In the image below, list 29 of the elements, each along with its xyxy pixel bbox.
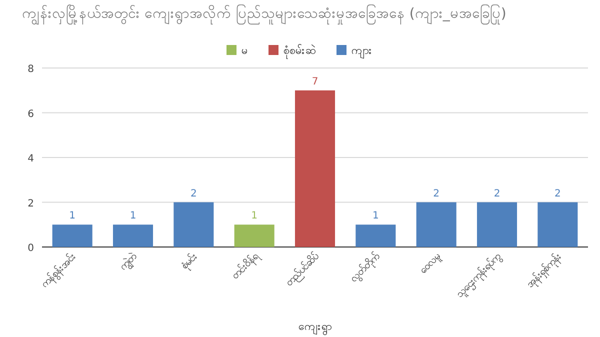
data-label: 7 — [312, 76, 318, 88]
data-label: 2 — [554, 188, 561, 200]
chart-title: ကျွန်းလှမြို့နယ်အတွင်း ကျေးရွာအလိုက် ပြည်သူများသေဆုံးမှုအခြေအနေ (ကျား_မအခြေပြု) — [22, 5, 506, 25]
y-tick-label: 6 — [28, 108, 34, 120]
legend-label: စုံစမ်းဆဲ — [284, 44, 316, 59]
bar — [174, 202, 214, 247]
y-tick-label: 8 — [28, 64, 34, 75]
data-label: 2 — [190, 188, 197, 200]
bar — [234, 224, 274, 247]
y-tick-label: 2 — [28, 198, 34, 210]
bar — [476, 202, 518, 247]
bar — [356, 224, 396, 247]
y-tick-label: 0 — [28, 243, 34, 254]
data-label: 2 — [433, 188, 440, 200]
data-label: 1 — [251, 210, 258, 222]
x-axis-title: ကျေးရွာ — [298, 320, 332, 335]
data-label: 1 — [130, 210, 136, 222]
data-label: 1 — [372, 210, 379, 222]
bar — [52, 224, 92, 247]
data-label: 2 — [494, 188, 500, 200]
bar — [294, 90, 336, 247]
y-tick-label: 4 — [28, 154, 34, 164]
bar — [538, 202, 578, 247]
x-tick-label: ကျွဲတဲ — [116, 250, 142, 275]
legend-label: မ — [242, 44, 248, 57]
data-label: 1 — [69, 210, 76, 222]
legend-label: ကျား — [352, 44, 372, 59]
bar — [416, 202, 456, 247]
bar — [112, 224, 154, 247]
